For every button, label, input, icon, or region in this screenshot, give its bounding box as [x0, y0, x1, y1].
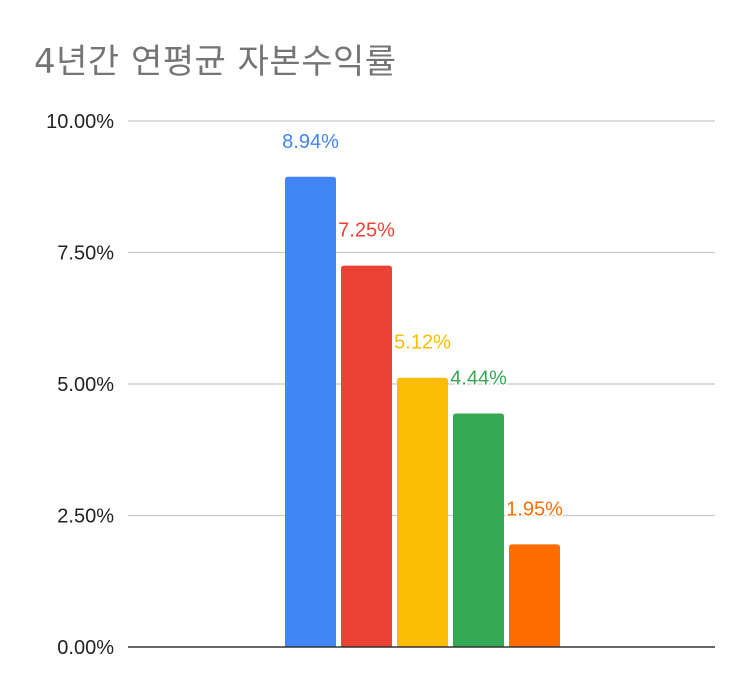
bar-value-label-3: 5.12%	[394, 332, 451, 354]
bar-value-label-2: 7.25%	[338, 220, 395, 242]
y-tick-label: 0.00%	[57, 637, 114, 659]
bar-value-label-5: 1.95%	[506, 498, 563, 520]
y-tick-label: 10.00%	[46, 111, 114, 133]
bar-3	[397, 377, 448, 647]
bars	[285, 176, 560, 648]
bar-1	[285, 176, 336, 648]
y-tick-label: 2.50%	[57, 506, 114, 528]
data-labels: 8.94% 7.25% 5.12% 4.44% 1.95%	[280, 129, 565, 523]
bar-5	[509, 544, 560, 647]
y-tick-label: 5.00%	[57, 374, 114, 396]
bar-value-label-4: 4.44%	[450, 367, 507, 389]
axes: 0.00% 2.50% 5.00% 7.50% 10.00%	[46, 111, 715, 659]
y-tick-label: 7.50%	[57, 243, 114, 265]
bar-4	[453, 413, 504, 647]
chart-title: 4년간 연평균 자본수익률	[34, 42, 397, 82]
bar-2	[341, 265, 392, 647]
bar-value-label-1: 8.94%	[282, 131, 339, 153]
